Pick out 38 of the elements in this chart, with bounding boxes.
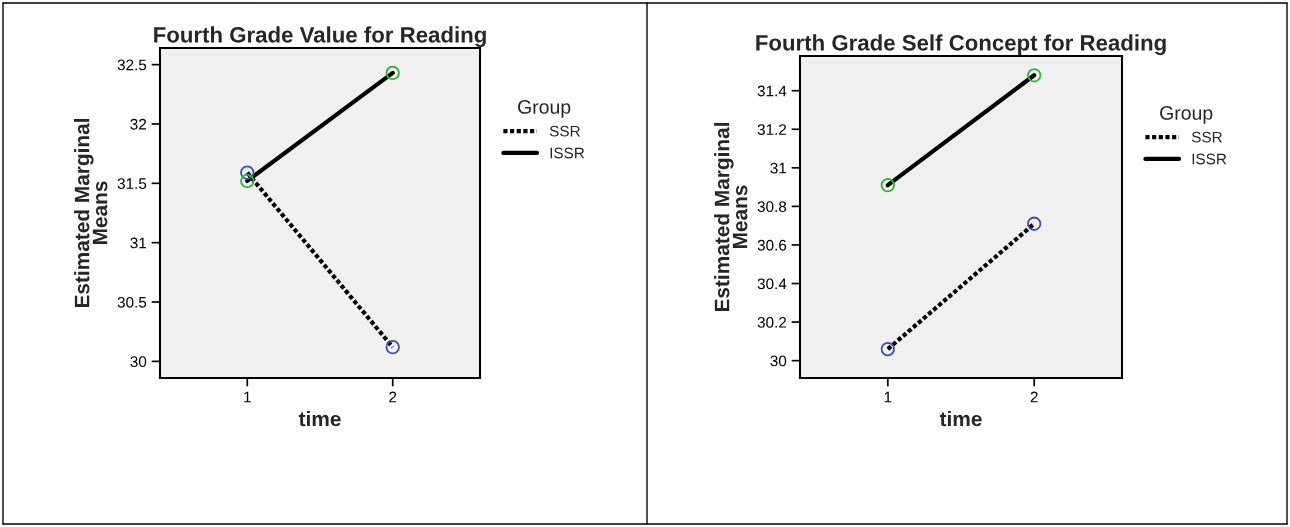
legend-label: SSR: [1191, 131, 1222, 143]
y-tick-label: 32.5: [117, 59, 147, 71]
y-tick-label: 32: [130, 118, 147, 130]
x-axis-title: time: [939, 410, 982, 427]
point: [1027, 216, 1042, 231]
legend-label: SSR: [549, 125, 580, 137]
y-tick-label: 30: [130, 356, 147, 368]
x-axis-title: time: [298, 410, 341, 427]
legend-title: Group: [518, 100, 571, 118]
y-tick-label: 30.4: [757, 278, 787, 290]
point: [385, 339, 400, 355]
y-axis-title: Estimated Marginal Means: [714, 122, 748, 312]
point: [240, 165, 255, 180]
x-tick-label: 1: [244, 391, 251, 403]
legend-label: ISSR: [550, 147, 585, 159]
point: [880, 341, 895, 357]
y-axis-title: Estimated Marginal Means: [74, 118, 108, 308]
y-tick-label: 31.5: [117, 178, 147, 190]
point: [1027, 68, 1042, 83]
x-tick-label: 2: [389, 391, 397, 403]
chart-title: Fourth Grade Value for Reading: [154, 26, 486, 48]
x-tick-label: 1: [884, 391, 892, 403]
point: [240, 173, 255, 189]
x-tick-label: 2: [1030, 391, 1038, 403]
y-tick-label: 30.6: [757, 239, 787, 251]
legend-label: ISSR: [1192, 153, 1227, 165]
y-tick-label: 30.8: [757, 201, 787, 213]
y-tick-label: 30.2: [757, 316, 787, 328]
y-tick-label: 30.5: [117, 296, 147, 308]
chart-title: Fourth Grade Self Concept for Reading: [756, 34, 1166, 56]
y-tick-label: 31.2: [757, 124, 787, 135]
y-tick-label: 31.4: [757, 85, 787, 97]
y-tick-label: 30: [770, 355, 787, 367]
legend-title: Group: [1160, 106, 1213, 124]
y-tick-label: 31: [770, 162, 787, 174]
point: [880, 178, 895, 193]
y-tick-label: 31: [130, 237, 147, 249]
point: [385, 65, 400, 81]
